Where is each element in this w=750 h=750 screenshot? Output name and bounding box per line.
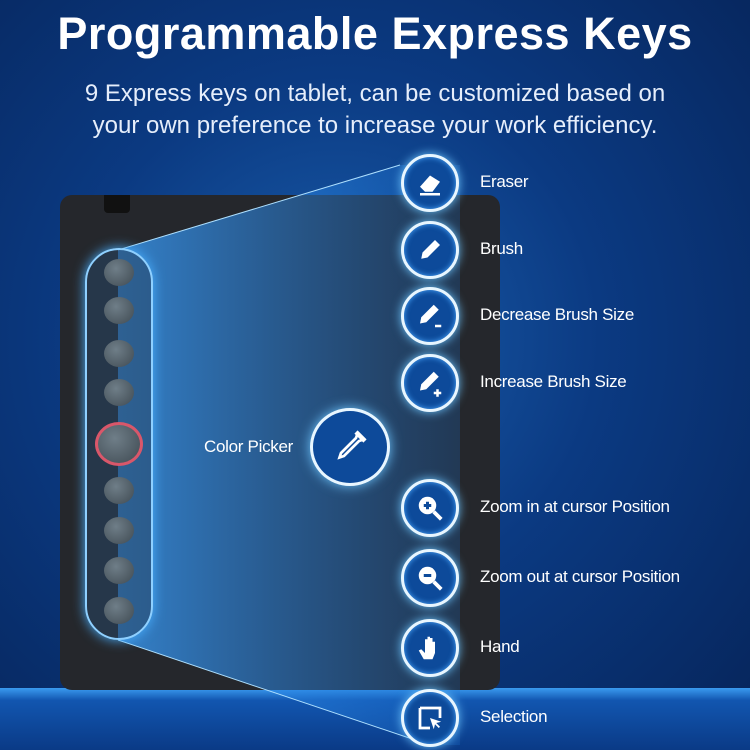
- express-key-button[interactable]: [104, 557, 134, 584]
- hand-icon: [418, 636, 435, 660]
- tablet-notch: [104, 195, 130, 213]
- key-function-label: Eraser: [480, 172, 529, 191]
- key-function-pencil-minus: [401, 287, 459, 345]
- express-key-button[interactable]: [104, 259, 134, 286]
- key-function-pencil: [401, 221, 459, 279]
- key-function-zoom-in: [401, 479, 459, 537]
- zoom-in-icon: [418, 496, 443, 521]
- pencil-plus-icon: [420, 371, 442, 397]
- key-function-label: Zoom out at cursor Position: [480, 567, 680, 586]
- key-function-label: Brush: [480, 239, 523, 258]
- express-key-button[interactable]: [104, 477, 134, 504]
- express-key-button[interactable]: [104, 597, 134, 624]
- key-function-hand: [401, 619, 459, 677]
- pencil-minus-icon: [420, 304, 442, 328]
- selection-icon: [418, 706, 442, 730]
- page-title: Programmable Express Keys: [57, 8, 693, 59]
- key-function-label: Hand: [480, 637, 520, 656]
- subtitle-line: 9 Express keys on tablet, can be customi…: [84, 80, 666, 107]
- key-function-selection: [401, 689, 459, 747]
- key-function-zoom-out: [401, 549, 459, 607]
- express-key-button[interactable]: [104, 379, 134, 406]
- key-function-pencil-plus: [401, 354, 459, 412]
- key-function-eraser: [401, 154, 459, 212]
- color-picker-label: Color Picker: [204, 437, 293, 456]
- eyedropper-icon: [337, 430, 367, 460]
- key-function-label: Selection: [480, 707, 548, 726]
- eraser-icon: [420, 175, 440, 196]
- subtitle-line: your own preference to increase your wor…: [92, 112, 658, 139]
- key-function-label: Increase Brush Size: [480, 372, 627, 391]
- zoom-out-icon: [418, 566, 443, 591]
- key-function-label: Zoom in at cursor Position: [480, 497, 670, 516]
- key-function-label: Decrease Brush Size: [480, 305, 634, 324]
- express-key-button[interactable]: [104, 340, 134, 367]
- express-key-button[interactable]: [104, 517, 134, 544]
- pencil-icon: [421, 240, 440, 259]
- color-picker-key: [310, 408, 390, 486]
- express-key-button-highlighted[interactable]: [95, 422, 143, 466]
- express-key-button[interactable]: [104, 297, 134, 324]
